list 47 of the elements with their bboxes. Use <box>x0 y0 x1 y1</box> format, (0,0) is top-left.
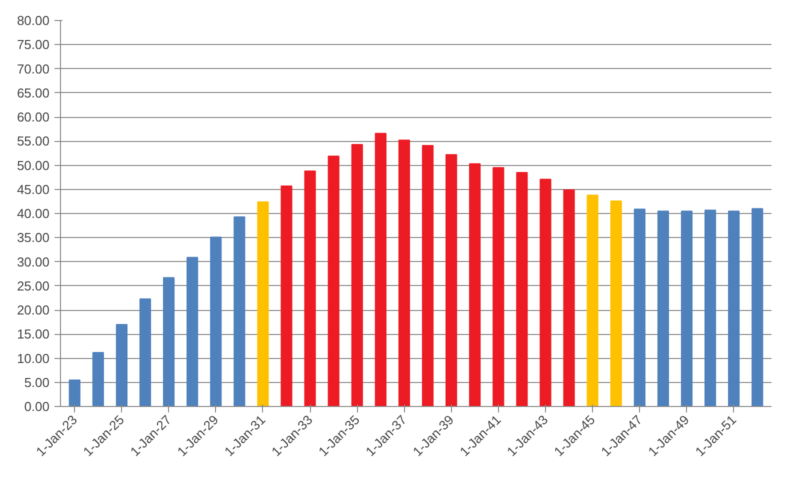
y-tick-label: 20.00 <box>16 302 50 318</box>
bar <box>280 185 292 406</box>
bar <box>68 379 80 406</box>
bar <box>610 200 622 406</box>
y-tick-label: 55.00 <box>16 134 50 149</box>
y-tick-label: 45.00 <box>16 182 50 197</box>
bar <box>728 210 740 406</box>
y-tick-label: 60.00 <box>16 110 50 124</box>
y-tick-label: 10.00 <box>16 350 50 366</box>
bar <box>704 210 716 406</box>
y-tick-label: 25.00 <box>16 278 50 294</box>
bar <box>116 324 128 406</box>
bar <box>492 167 504 406</box>
bar <box>586 194 598 406</box>
bar <box>304 170 316 406</box>
bar <box>351 144 363 406</box>
y-tick-label: 5.00 <box>24 374 50 390</box>
bar <box>398 140 410 406</box>
bar <box>540 178 552 406</box>
bar <box>374 132 386 406</box>
bar <box>92 352 104 406</box>
bar <box>328 156 340 406</box>
y-tick-label: 75.00 <box>16 37 50 52</box>
y-tick-label: 80.00 <box>16 13 50 28</box>
bar <box>210 236 222 406</box>
bar <box>234 216 246 406</box>
bar <box>446 154 458 406</box>
y-tick-label: 30.00 <box>16 254 50 270</box>
bar <box>634 208 646 406</box>
y-tick-label: 70.00 <box>16 61 50 76</box>
bar <box>680 210 693 406</box>
y-tick-label: 65.00 <box>16 85 50 100</box>
bar <box>657 210 669 406</box>
y-tick-label: 50.00 <box>16 158 50 173</box>
bar <box>163 277 175 406</box>
bar <box>186 256 198 406</box>
y-tick-label: 35.00 <box>16 230 50 246</box>
bar <box>469 163 481 406</box>
bar <box>516 172 528 406</box>
bar <box>752 208 764 406</box>
bar <box>563 189 575 406</box>
bar <box>139 298 152 406</box>
y-tick-label: 0.00 <box>24 399 50 414</box>
bar <box>257 201 269 406</box>
y-tick-label: 15.00 <box>16 326 50 342</box>
bar <box>422 144 434 406</box>
y-tick-label: 40.00 <box>16 206 50 221</box>
